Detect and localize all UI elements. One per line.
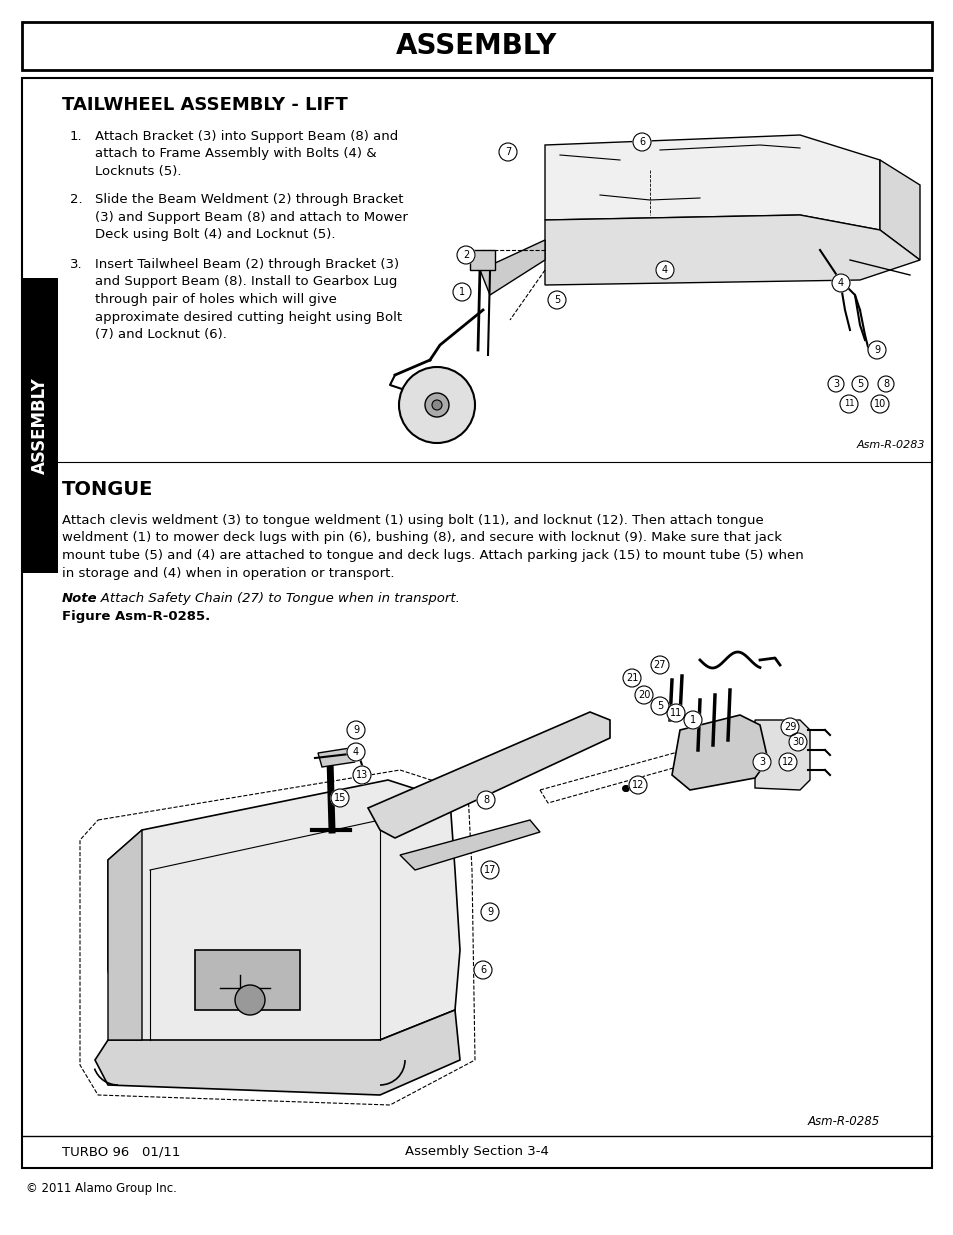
Circle shape: [480, 903, 498, 921]
Circle shape: [474, 961, 492, 979]
Polygon shape: [95, 1010, 459, 1095]
Circle shape: [347, 721, 365, 739]
Text: 3: 3: [759, 757, 764, 767]
Text: © 2011 Alamo Group Inc.: © 2011 Alamo Group Inc.: [26, 1182, 176, 1195]
Circle shape: [867, 341, 885, 359]
Text: Asm-R-0283: Asm-R-0283: [856, 440, 924, 450]
Circle shape: [456, 246, 475, 264]
Circle shape: [633, 133, 650, 151]
Text: Asm-R-0285: Asm-R-0285: [807, 1115, 879, 1128]
Circle shape: [779, 753, 796, 771]
Polygon shape: [368, 713, 609, 839]
Circle shape: [547, 291, 565, 309]
Text: 1: 1: [689, 715, 696, 725]
Text: 1.: 1.: [70, 130, 83, 143]
Text: Attach clevis weldment (3) to tongue weldment (1) using bolt (11), and locknut (: Attach clevis weldment (3) to tongue wel…: [62, 514, 803, 579]
Text: TAILWHEEL ASSEMBLY - LIFT: TAILWHEEL ASSEMBLY - LIFT: [62, 96, 348, 114]
Text: 4: 4: [353, 747, 358, 757]
Text: TONGUE: TONGUE: [62, 480, 153, 499]
Text: Note: Note: [62, 592, 97, 605]
Circle shape: [840, 395, 857, 412]
Circle shape: [870, 395, 888, 412]
Polygon shape: [879, 161, 919, 261]
Circle shape: [635, 685, 652, 704]
Bar: [470, 249, 495, 270]
Circle shape: [476, 790, 495, 809]
Circle shape: [622, 669, 640, 687]
Text: 9: 9: [353, 725, 358, 735]
Circle shape: [656, 261, 673, 279]
Text: 15: 15: [334, 793, 346, 803]
Circle shape: [347, 743, 365, 761]
Text: 30: 30: [791, 737, 803, 747]
Text: Slide the Beam Weldment (2) through Bracket
(3) and Support Beam (8) and attach : Slide the Beam Weldment (2) through Brac…: [95, 193, 408, 241]
Text: 6: 6: [479, 965, 485, 974]
Circle shape: [827, 375, 843, 391]
Circle shape: [480, 861, 498, 879]
Bar: [22, 278, 58, 573]
Circle shape: [234, 986, 265, 1015]
Circle shape: [498, 143, 517, 161]
Text: 27: 27: [653, 659, 665, 671]
Text: 12: 12: [781, 757, 793, 767]
Circle shape: [398, 367, 475, 443]
Text: 1: 1: [458, 287, 464, 296]
Text: 20: 20: [638, 690, 650, 700]
Text: Figure Asm-R-0285.: Figure Asm-R-0285.: [62, 610, 210, 622]
Text: 3.: 3.: [70, 258, 83, 270]
Text: 9: 9: [873, 345, 879, 354]
Polygon shape: [544, 215, 919, 285]
Bar: [22, 22, 931, 70]
Text: 8: 8: [882, 379, 888, 389]
Text: 17: 17: [483, 864, 496, 876]
Circle shape: [781, 718, 799, 736]
Text: 4: 4: [661, 266, 667, 275]
Circle shape: [353, 766, 371, 784]
Text: 13: 13: [355, 769, 368, 781]
Text: 4: 4: [837, 278, 843, 288]
Text: : Attach Safety Chain (27) to Tongue when in transport.: : Attach Safety Chain (27) to Tongue whe…: [91, 592, 459, 605]
Text: 6: 6: [639, 137, 644, 147]
Text: 8: 8: [482, 795, 489, 805]
Text: 29: 29: [783, 722, 796, 732]
Circle shape: [650, 697, 668, 715]
Polygon shape: [399, 820, 539, 869]
Polygon shape: [108, 781, 459, 1055]
Text: Insert Tailwheel Beam (2) through Bracket (3)
and Support Beam (8). Install to G: Insert Tailwheel Beam (2) through Bracke…: [95, 258, 402, 341]
Text: 10: 10: [873, 399, 885, 409]
Bar: [22, 78, 931, 1168]
Circle shape: [331, 789, 349, 806]
Text: TURBO 96   01/11: TURBO 96 01/11: [62, 1146, 180, 1158]
Text: ASSEMBLY: ASSEMBLY: [30, 377, 49, 474]
Polygon shape: [317, 748, 355, 767]
Text: 5: 5: [657, 701, 662, 711]
Text: 21: 21: [625, 673, 638, 683]
Circle shape: [877, 375, 893, 391]
Circle shape: [831, 274, 849, 291]
Circle shape: [650, 656, 668, 674]
Text: 9: 9: [486, 906, 493, 918]
Text: 2.: 2.: [70, 193, 83, 206]
Circle shape: [752, 753, 770, 771]
Circle shape: [851, 375, 867, 391]
Polygon shape: [544, 135, 879, 230]
Text: 5: 5: [856, 379, 862, 389]
Text: 2: 2: [462, 249, 469, 261]
Circle shape: [683, 711, 701, 729]
Text: Attach Bracket (3) into Support Beam (8) and
attach to Frame Assembly with Bolts: Attach Bracket (3) into Support Beam (8)…: [95, 130, 397, 178]
Polygon shape: [479, 240, 544, 295]
Text: Assembly Section 3-4: Assembly Section 3-4: [405, 1146, 548, 1158]
Text: ASSEMBLY: ASSEMBLY: [395, 32, 558, 61]
Circle shape: [628, 776, 646, 794]
Polygon shape: [671, 715, 767, 790]
Circle shape: [453, 283, 471, 301]
Bar: [194, 950, 299, 1010]
Polygon shape: [754, 720, 809, 790]
Text: 12: 12: [631, 781, 643, 790]
Circle shape: [432, 400, 441, 410]
Circle shape: [666, 704, 684, 722]
Text: 3: 3: [832, 379, 839, 389]
Text: 11: 11: [842, 399, 853, 409]
Polygon shape: [108, 830, 142, 1040]
Text: 5: 5: [554, 295, 559, 305]
